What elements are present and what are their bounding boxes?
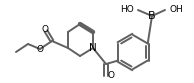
Text: B: B [148,11,156,21]
Text: N: N [89,43,97,53]
Text: O: O [36,44,43,54]
Text: HO: HO [120,5,134,15]
Text: O: O [42,25,48,35]
Text: O: O [107,71,114,81]
Text: OH: OH [170,5,184,15]
